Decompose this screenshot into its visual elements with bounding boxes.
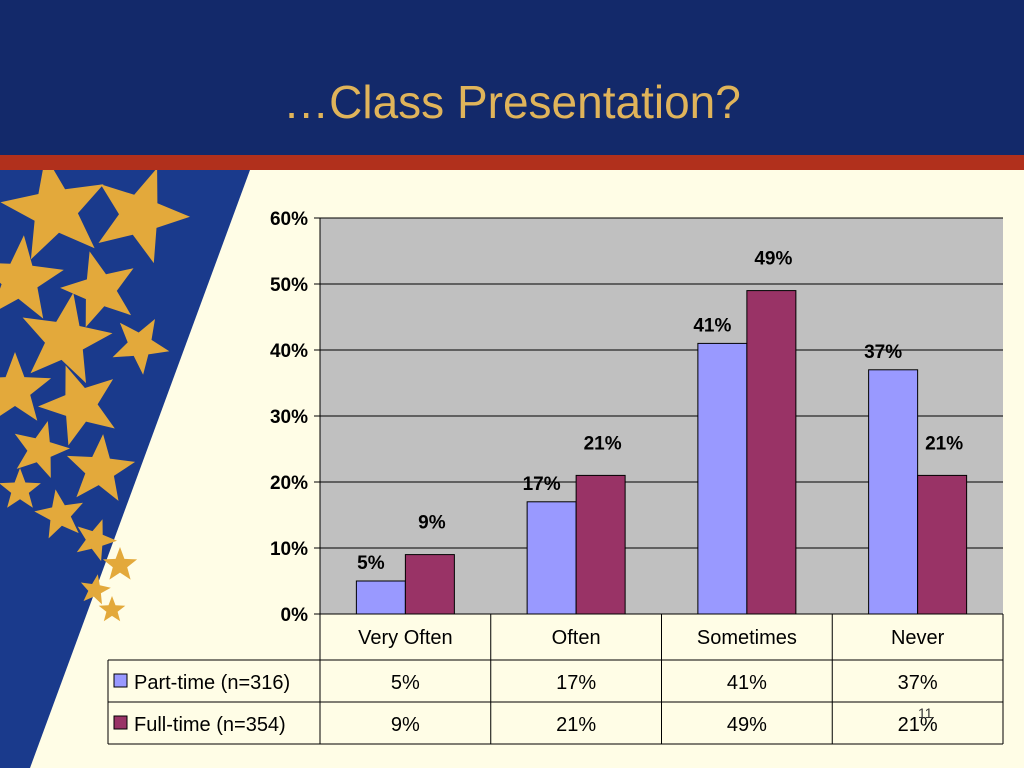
star-icon <box>0 235 64 319</box>
data-label: 37% <box>864 342 902 363</box>
y-tick-label: 10% <box>270 539 308 560</box>
data-label: 49% <box>754 249 792 270</box>
category-label: Sometimes <box>697 627 797 649</box>
table-cell: 5% <box>391 672 420 694</box>
star-icon <box>98 596 126 622</box>
table-cell: 41% <box>727 672 767 694</box>
table-cell: 37% <box>898 672 938 694</box>
stars-group <box>0 170 190 622</box>
star-decoration <box>0 170 250 768</box>
bar <box>526 501 577 615</box>
bar <box>404 554 455 615</box>
star-icon <box>76 519 117 562</box>
data-table: Very Often Often Sometimes Never Part-time (… <box>107 613 1004 745</box>
slide-title: …Class Presentation? <box>283 76 741 128</box>
y-tick-label: 40% <box>270 341 308 362</box>
table-cell: 9% <box>391 714 420 736</box>
table-cell: 21% <box>556 714 596 736</box>
bars <box>355 290 968 615</box>
data-label: 21% <box>584 433 622 454</box>
legend-swatch <box>113 673 128 688</box>
series-name: Part-time (n=316) <box>134 672 290 694</box>
bar <box>575 474 626 615</box>
series-name: Full-time (n=354) <box>134 714 286 736</box>
legend-swatch <box>113 715 128 730</box>
bar <box>746 290 797 615</box>
star-icon <box>38 365 115 446</box>
bar <box>697 342 748 615</box>
y-tick-label: 60% <box>270 209 308 230</box>
title-bar <box>0 0 1024 155</box>
star-icon <box>0 468 41 508</box>
category-label: Often <box>552 627 601 649</box>
y-axis-ticks: 0% 10% 20% 30% 40% 50% 60% <box>270 209 308 626</box>
data-label: 17% <box>523 474 561 495</box>
accent-stripe <box>0 155 1024 170</box>
data-label: 5% <box>357 553 385 574</box>
data-label: 41% <box>693 315 731 336</box>
star-icon <box>80 574 111 605</box>
star-icon <box>112 319 170 375</box>
y-tick-label: 20% <box>270 473 308 494</box>
y-tick-label: 30% <box>270 407 308 428</box>
y-tick-label: 50% <box>270 275 308 296</box>
data-label: 21% <box>925 433 963 454</box>
star-icon <box>66 434 136 501</box>
category-label: Very Often <box>358 627 453 649</box>
y-tick-label: 0% <box>281 605 309 626</box>
category-label: Never <box>891 627 945 649</box>
bar <box>917 474 968 615</box>
bar <box>355 580 406 615</box>
star-icon <box>34 489 83 539</box>
star-icon <box>22 292 113 384</box>
star-icon <box>98 170 190 264</box>
bar <box>868 369 919 615</box>
star-icon <box>60 251 134 328</box>
data-label: 9% <box>418 513 446 534</box>
star-icon <box>0 170 104 260</box>
table-cell: 21% <box>898 714 938 736</box>
data-labels: 5% 9% 17% 21% 41% 49% 37% 21% <box>357 249 963 574</box>
table-cell: 49% <box>727 714 767 736</box>
star-icon <box>0 352 52 421</box>
slide-number: 11 <box>918 705 933 721</box>
table-cell: 17% <box>556 672 596 694</box>
star-icon <box>14 421 71 478</box>
star-icon <box>102 547 138 580</box>
